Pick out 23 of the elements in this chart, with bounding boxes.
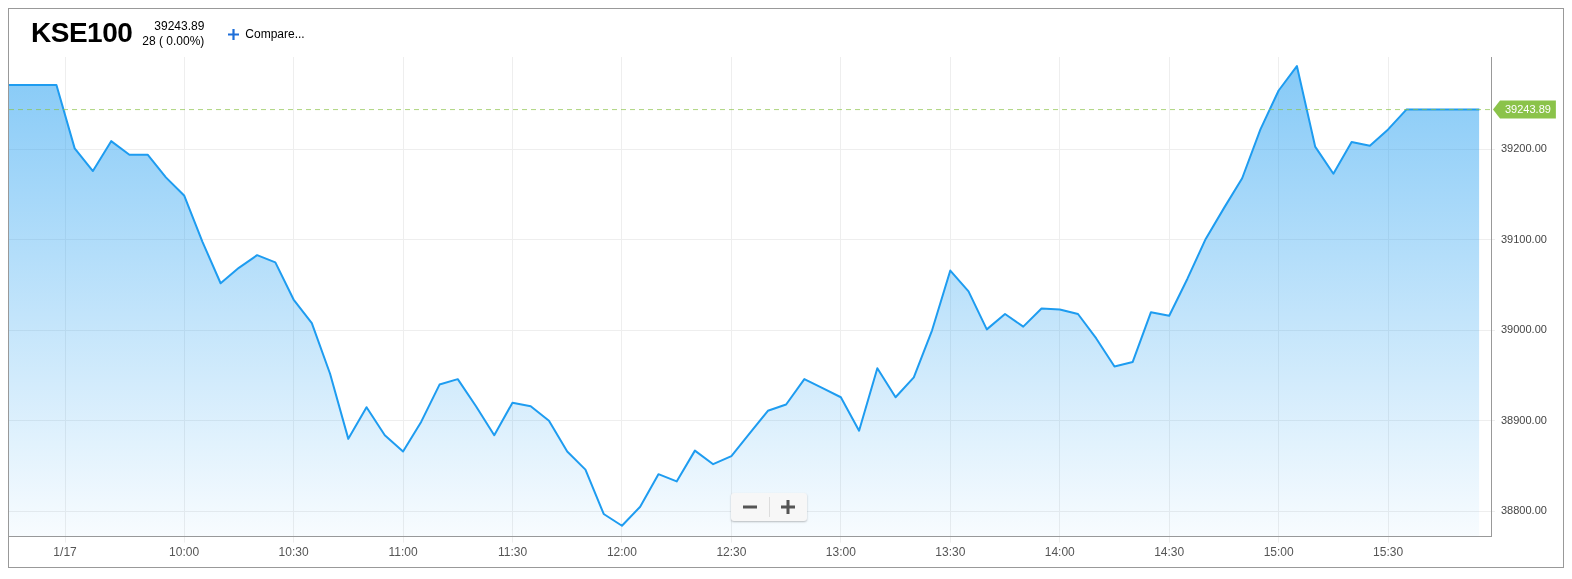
x-tick-label: 14:00 bbox=[1044, 545, 1076, 560]
x-tick-label: 13:00 bbox=[825, 545, 857, 560]
x-tick-label: 15:00 bbox=[1263, 545, 1294, 560]
text: Compare... bbox=[245, 27, 305, 41]
chart-subtitle: 39243.89 bbox=[153, 19, 205, 34]
y-tick-label: 38800.00 bbox=[1501, 504, 1547, 517]
text: 28 ( 0.00%) bbox=[142, 34, 205, 49]
y-tick-label: 39000.00 bbox=[1501, 323, 1547, 336]
y-tick-label: 39200.00 bbox=[1501, 142, 1547, 155]
x-tick-label: 12:00 bbox=[606, 545, 638, 560]
y-tick-label: 38900.00 bbox=[1501, 413, 1547, 426]
x-tick-label: 13:30 bbox=[935, 545, 966, 560]
y-tick-label: 39100.00 bbox=[1501, 232, 1547, 245]
x-tick-label: 15:30 bbox=[1373, 545, 1404, 560]
x-tick-label: 11:30 bbox=[497, 545, 528, 560]
x-tick-label: 10:00 bbox=[169, 545, 200, 560]
chart-title: KSE100 bbox=[31, 17, 133, 49]
x-tick-label: 12:30 bbox=[716, 545, 747, 560]
x-tick-label: 10:30 bbox=[278, 545, 309, 560]
x-tick-label: 11:00 bbox=[388, 545, 418, 560]
ref-line-label: 39243.89 bbox=[1505, 102, 1551, 115]
x-tick-label: 14:30 bbox=[1154, 545, 1185, 560]
x-tick-label: 1/17 bbox=[53, 545, 78, 560]
